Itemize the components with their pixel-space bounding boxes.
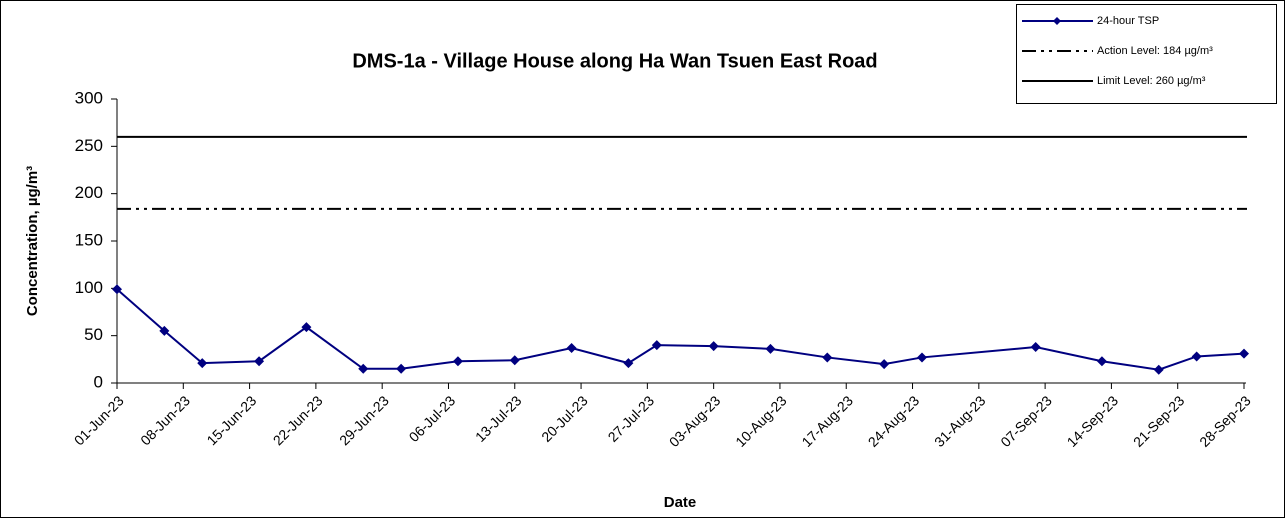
y-tick-label: 150: [75, 230, 103, 249]
legend-label: Limit Level: 260 µg/m³: [1097, 75, 1206, 87]
data-point: [509, 355, 520, 366]
data-point: [1096, 356, 1107, 367]
data-point: [358, 363, 369, 374]
data-point: [822, 352, 833, 363]
data-point: [159, 325, 170, 336]
data-point: [452, 356, 463, 367]
data-point: [917, 352, 927, 363]
data-point: [879, 359, 890, 370]
y-axis-label: Concentration, µg/m³: [24, 166, 41, 316]
data-point: [623, 358, 634, 369]
data-point: [1153, 364, 1164, 375]
y-tick-label: 300: [75, 88, 103, 107]
data-point: [396, 363, 407, 374]
y-tick-label: 200: [75, 183, 103, 202]
x-axis-label: Date: [664, 494, 697, 511]
data-point: [112, 284, 122, 295]
data-point: [566, 342, 577, 353]
y-tick-label: 0: [94, 372, 103, 391]
chart-title: DMS-1a - Village House along Ha Wan Tsue…: [352, 50, 877, 72]
y-tick-label: 50: [84, 325, 103, 344]
data-point: [708, 341, 719, 352]
legend-label: 24-hour TSP: [1097, 15, 1159, 27]
data-point: [651, 340, 662, 351]
data-point: [1239, 348, 1249, 359]
data-point: [254, 356, 265, 367]
data-point: [1030, 342, 1041, 353]
data-point: [197, 358, 208, 369]
legend-marker: [1053, 17, 1061, 25]
y-tick-label: 250: [75, 136, 103, 155]
data-point: [301, 322, 312, 333]
legend-label: Action Level: 184 µg/m³: [1097, 45, 1213, 57]
data-line: [116, 288, 1245, 371]
data-point: [1191, 351, 1202, 362]
data-point: [765, 343, 776, 354]
y-tick-label: 100: [75, 278, 103, 297]
